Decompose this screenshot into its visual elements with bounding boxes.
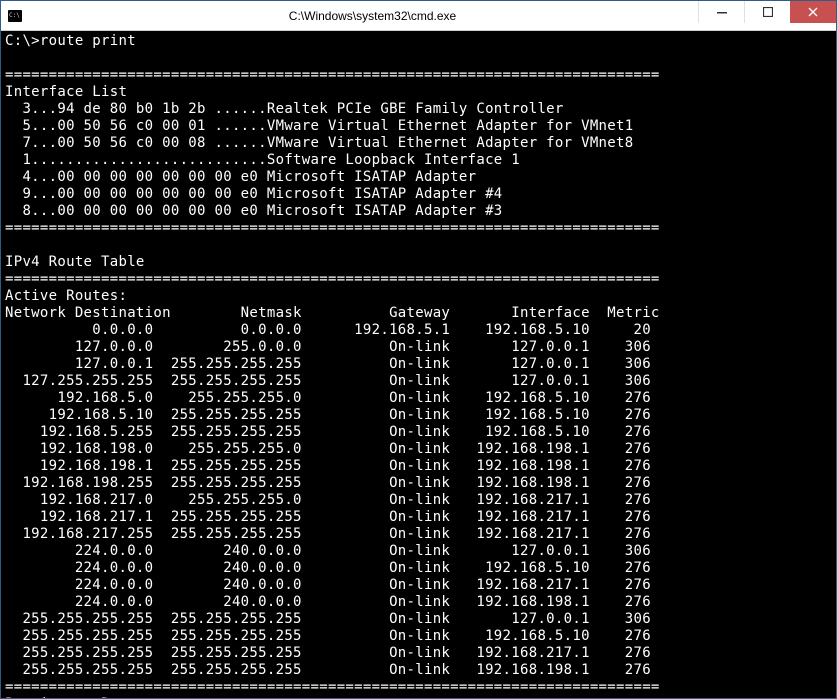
maximize-icon [763, 7, 773, 17]
close-button[interactable] [790, 1, 836, 23]
maximize-button[interactable] [744, 1, 790, 23]
cmd-window: C:\Windows\system32\cmd.exe C:\>route pr… [0, 0, 837, 699]
close-icon [808, 7, 818, 17]
minimize-button[interactable] [698, 1, 744, 23]
minimize-icon [717, 7, 727, 17]
terminal-output[interactable]: C:\>route print ========================… [1, 31, 836, 698]
window-controls [698, 1, 836, 23]
titlebar[interactable]: C:\Windows\system32\cmd.exe [1, 1, 836, 31]
cmd-icon [1, 1, 29, 30]
